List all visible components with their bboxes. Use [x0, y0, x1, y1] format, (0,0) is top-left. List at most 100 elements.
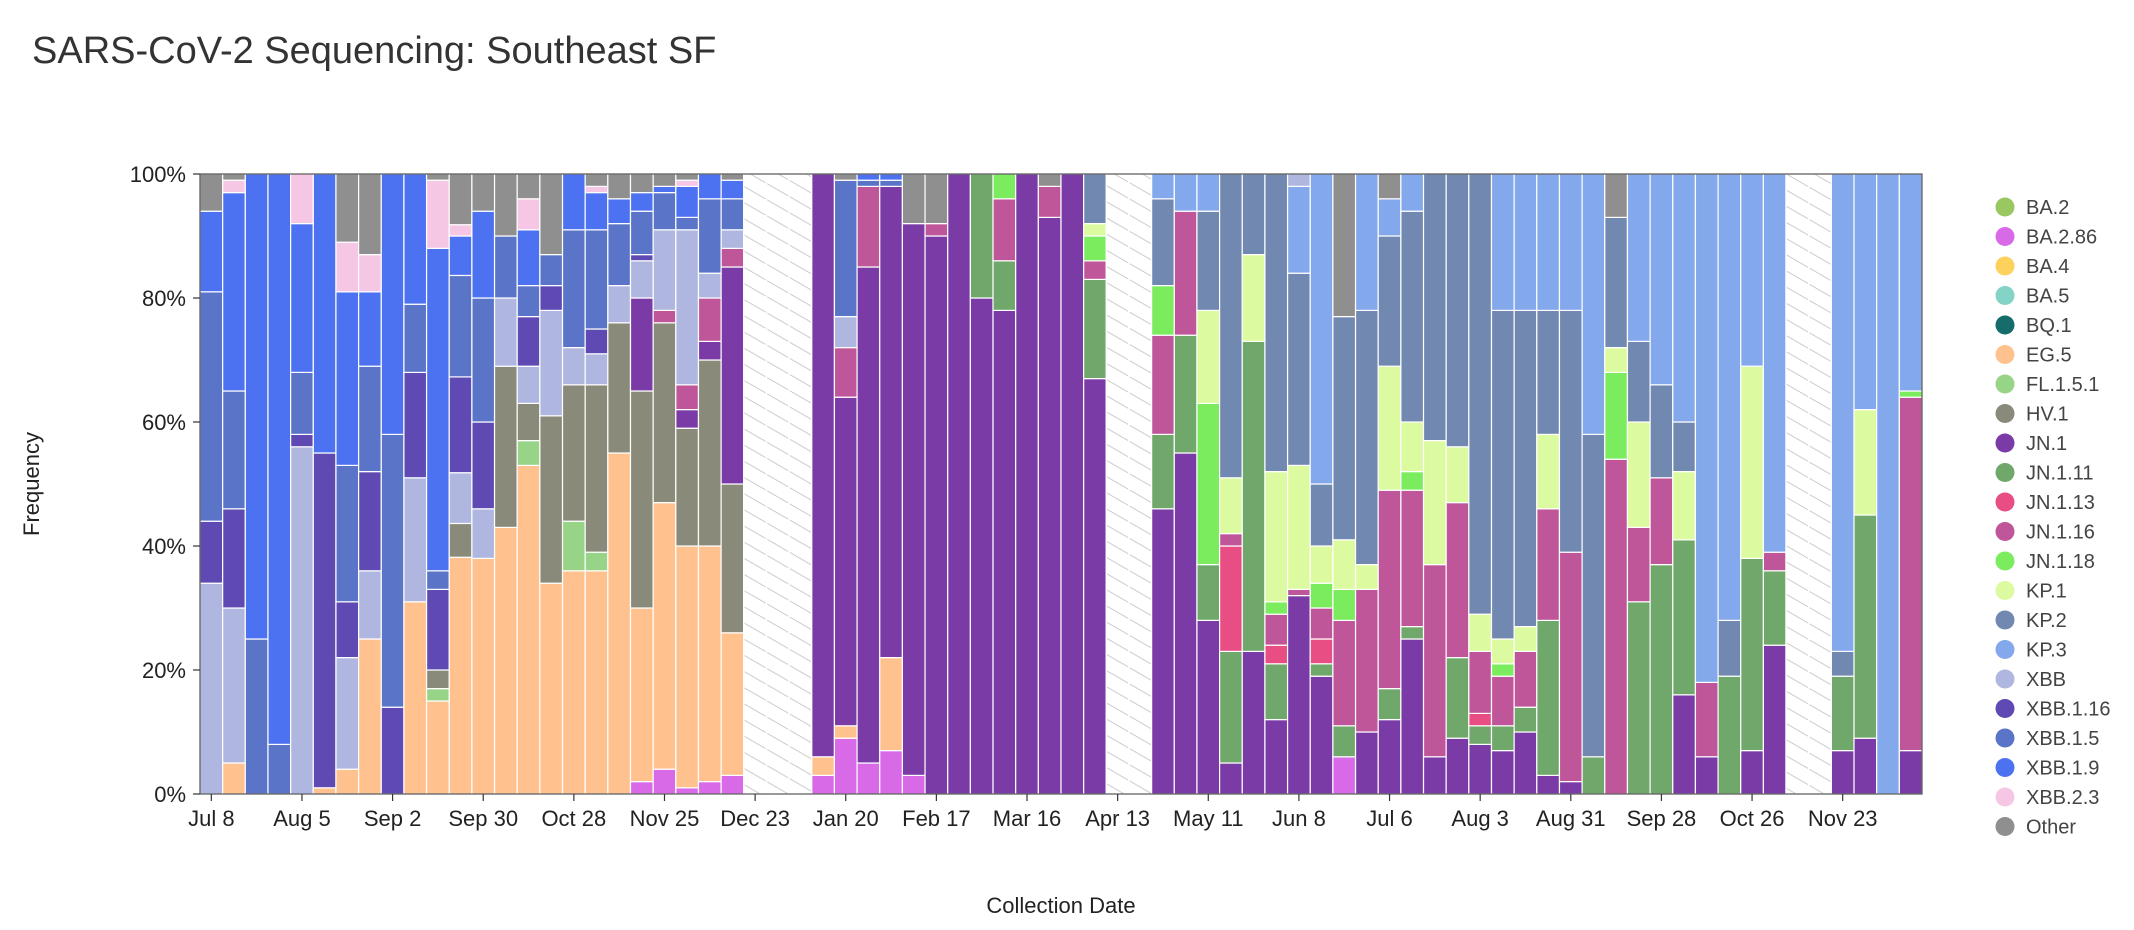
- bar-segment-kp-1[interactable]: [1354, 563, 1379, 590]
- bar-segment-jn-1-18[interactable]: [1490, 663, 1515, 677]
- bar-segment-jn-1-16[interactable]: [1264, 613, 1289, 646]
- bar-segment-jn-1[interactable]: [1037, 216, 1062, 795]
- bar-segment-hv-1[interactable]: [720, 483, 745, 634]
- bar-segment-jn-1-16[interactable]: [1377, 489, 1402, 690]
- legend-label[interactable]: BA.2: [2026, 197, 2069, 219]
- legend-label[interactable]: HV.1: [2026, 404, 2069, 426]
- bar-segment-xbb-1-5[interactable]: [697, 198, 722, 274]
- bar-segment-kp-3[interactable]: [1377, 198, 1402, 237]
- bar-segment-kp-2[interactable]: [1536, 309, 1561, 435]
- bar-segment-xbb-1-9[interactable]: [267, 173, 292, 746]
- legend-swatch-jn-1-16[interactable]: [1995, 522, 2015, 541]
- bar-segment-other[interactable]: [652, 173, 677, 187]
- bar-segment-xbb-1-16[interactable]: [403, 371, 428, 479]
- bar-segment-kp-3[interactable]: [1286, 185, 1311, 274]
- bar-segment-other[interactable]: [493, 173, 518, 237]
- bar-segment-jn-1-18[interactable]: [1196, 402, 1221, 566]
- bar-segment-other[interactable]: [924, 173, 949, 225]
- bar-segment-other[interactable]: [335, 173, 360, 243]
- bar-segment-jn-1-16[interactable]: [1490, 675, 1515, 727]
- bar-segment-jn-1[interactable]: [1173, 452, 1198, 795]
- bar-segment-jn-1[interactable]: [1060, 173, 1085, 795]
- bar-segment-kp-3[interactable]: [1876, 173, 1900, 795]
- bar-segment-jn-1-16[interactable]: [675, 384, 700, 411]
- bar-segment-xbb-1-5[interactable]: [199, 291, 224, 522]
- bar-segment-jn-1-16[interactable]: [856, 185, 881, 268]
- bar-segment-jn-1-18[interactable]: [1309, 582, 1334, 609]
- bar-segment-jn-1-16[interactable]: [1400, 489, 1425, 628]
- bar-segment-jn-1-11[interactable]: [1083, 278, 1107, 380]
- legend-swatch-xbb-1-9[interactable]: [1995, 758, 2015, 777]
- bar-segment-jn-1-16[interactable]: [1037, 185, 1062, 218]
- bar-segment-xbb-1-5[interactable]: [244, 638, 269, 795]
- bar-segment-xbb-1-9[interactable]: [629, 192, 654, 212]
- bar-segment-jn-1[interactable]: [969, 297, 994, 795]
- bar-segment-hv-1[interactable]: [697, 359, 722, 547]
- bar-segment-xbb[interactable]: [358, 570, 382, 640]
- bar-segment-eg-5[interactable]: [222, 762, 246, 795]
- bar-segment-fl-1-5-1[interactable]: [516, 440, 541, 467]
- bar-segment-kp-3[interactable]: [1740, 173, 1764, 367]
- bar-segment-xbb[interactable]: [833, 316, 858, 349]
- bar-segment-kp-3[interactable]: [1626, 173, 1651, 342]
- bar-segment-kp-2[interactable]: [1241, 173, 1266, 256]
- bar-segment-eg-5[interactable]: [539, 582, 564, 795]
- bar-segment-xbb-2-3[interactable]: [584, 185, 609, 194]
- bar-segment-xbb-2-3[interactable]: [675, 179, 700, 187]
- bar-segment-jn-1-11[interactable]: [1717, 675, 1742, 795]
- legend-swatch-jn-1-13[interactable]: [1995, 492, 2015, 512]
- bar-segment-kp-2[interactable]: [1672, 421, 1697, 473]
- legend-swatch-xbb-2-3[interactable]: [1995, 787, 2015, 807]
- bar-segment-jn-1[interactable]: [1377, 718, 1402, 795]
- bar-segment-eg-5[interactable]: [720, 632, 745, 776]
- bar-segment-xbb-1-5[interactable]: [675, 216, 700, 231]
- bar-segment-other[interactable]: [1037, 173, 1062, 187]
- legend-swatch-eg-5[interactable]: [1995, 345, 2015, 364]
- bar-segment-eg-5[interactable]: [675, 545, 700, 789]
- bar-segment-jn-1-16[interactable]: [833, 347, 858, 398]
- bar-segment-xbb-1-16[interactable]: [584, 328, 609, 355]
- bar-segment-jn-1-16[interactable]: [652, 309, 677, 324]
- bar-segment-jn-1[interactable]: [1853, 737, 1878, 795]
- bar-segment-jn-1[interactable]: [1490, 749, 1515, 795]
- bar-segment-fl-1-5-1[interactable]: [561, 520, 586, 572]
- bar-segment-xbb-1-5[interactable]: [290, 371, 314, 435]
- bar-segment-xbb-1-5[interactable]: [720, 198, 745, 231]
- bar-segment-kp-1[interactable]: [1853, 409, 1878, 516]
- legend-swatch-xbb-1-5[interactable]: [1995, 728, 2015, 748]
- bar-segment-jn-1-16[interactable]: [1332, 619, 1357, 727]
- bar-segment-xbb-1-16[interactable]: [312, 452, 337, 789]
- bar-segment-jn-1[interactable]: [1151, 508, 1175, 795]
- bar-segment-other[interactable]: [629, 173, 654, 194]
- bar-segment-jn-1-16[interactable]: [992, 198, 1017, 262]
- bar-segment-xbb-1-5[interactable]: [539, 254, 564, 287]
- bar-segment-jn-1[interactable]: [675, 409, 700, 429]
- bar-segment-kp-3[interactable]: [1309, 173, 1334, 485]
- bar-segment-kp-2[interactable]: [1581, 433, 1606, 758]
- bar-segment-kp-2[interactable]: [1445, 173, 1470, 448]
- legend-swatch-other[interactable]: [1995, 817, 2015, 836]
- bar-segment-jn-1-16[interactable]: [1626, 526, 1651, 603]
- legend-label[interactable]: XBB: [2026, 669, 2066, 691]
- bar-segment-xbb-1-9[interactable]: [312, 173, 337, 454]
- bar-segment-jn-1-18[interactable]: [992, 173, 1017, 200]
- bar-segment-jn-1-11[interactable]: [1219, 650, 1243, 764]
- bar-segment-xbb-1-5[interactable]: [833, 179, 858, 318]
- bar-segment-jn-1[interactable]: [1740, 749, 1764, 795]
- bar-segment-xbb-1-9[interactable]: [244, 173, 269, 640]
- bar-segment-jn-1[interactable]: [1694, 756, 1719, 795]
- bar-segment-ba-2-86[interactable]: [833, 737, 858, 795]
- bar-segment-hv-1[interactable]: [516, 402, 541, 442]
- bar-segment-jn-1-16[interactable]: [1151, 334, 1175, 436]
- bar-segment-jn-1-13[interactable]: [1219, 545, 1243, 653]
- bar-segment-xbb-1-9[interactable]: [856, 173, 881, 181]
- bar-segment-jn-1[interactable]: [811, 173, 836, 758]
- bar-segment-hv-1[interactable]: [425, 669, 450, 690]
- bar-segment-xbb-1-9[interactable]: [607, 198, 632, 225]
- bar-segment-jn-1-18[interactable]: [1264, 601, 1289, 615]
- legend-label[interactable]: XBB.1.9: [2026, 758, 2099, 780]
- bar-segment-kp-2[interactable]: [1354, 309, 1379, 566]
- bar-segment-kp-3[interactable]: [1196, 173, 1221, 212]
- bar-segment-jn-1[interactable]: [1468, 743, 1493, 795]
- legend-swatch-fl-1-5-1[interactable]: [1995, 374, 2015, 394]
